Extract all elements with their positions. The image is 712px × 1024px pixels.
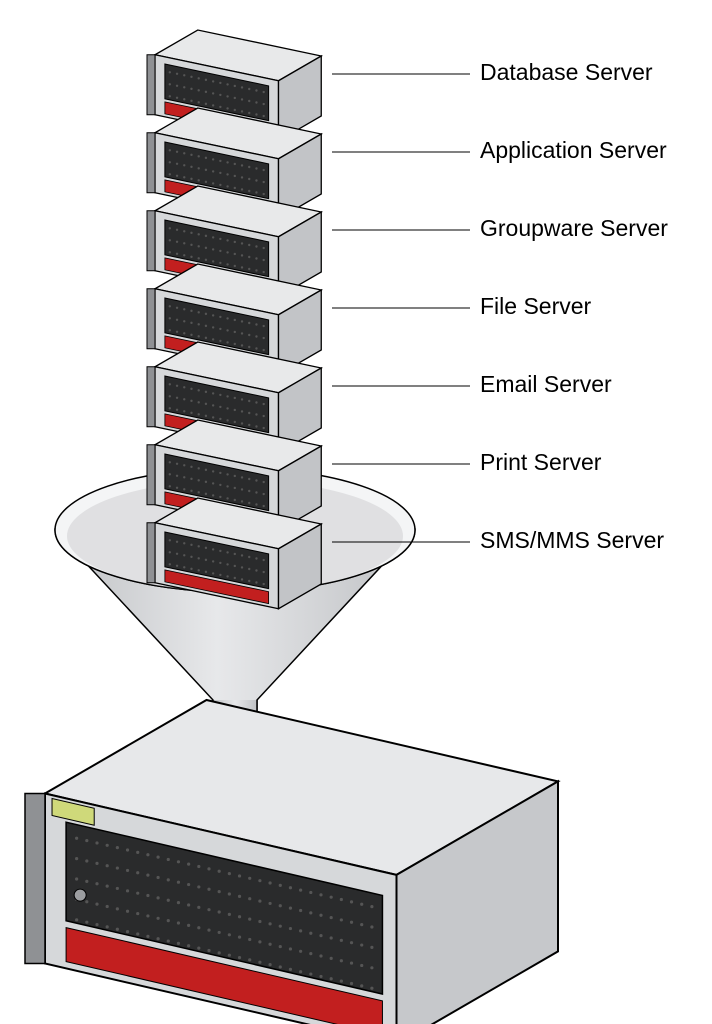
server-label: Groupware Server <box>480 215 668 241</box>
host-server <box>25 700 558 1024</box>
server-stack <box>147 30 321 609</box>
server-virtualization-diagram: Database Server Application Server Groupwa… <box>0 0 712 1024</box>
labels: Database Server Application Server Groupwa… <box>332 59 668 553</box>
server-label: Database Server <box>480 59 653 85</box>
server-label: SMS/MMS Server <box>480 527 664 553</box>
server-label: Print Server <box>480 449 602 475</box>
power-button-icon <box>74 889 86 901</box>
server-label: Application Server <box>480 137 667 163</box>
server-label: File Server <box>480 293 592 319</box>
server-label: Email Server <box>480 371 612 397</box>
